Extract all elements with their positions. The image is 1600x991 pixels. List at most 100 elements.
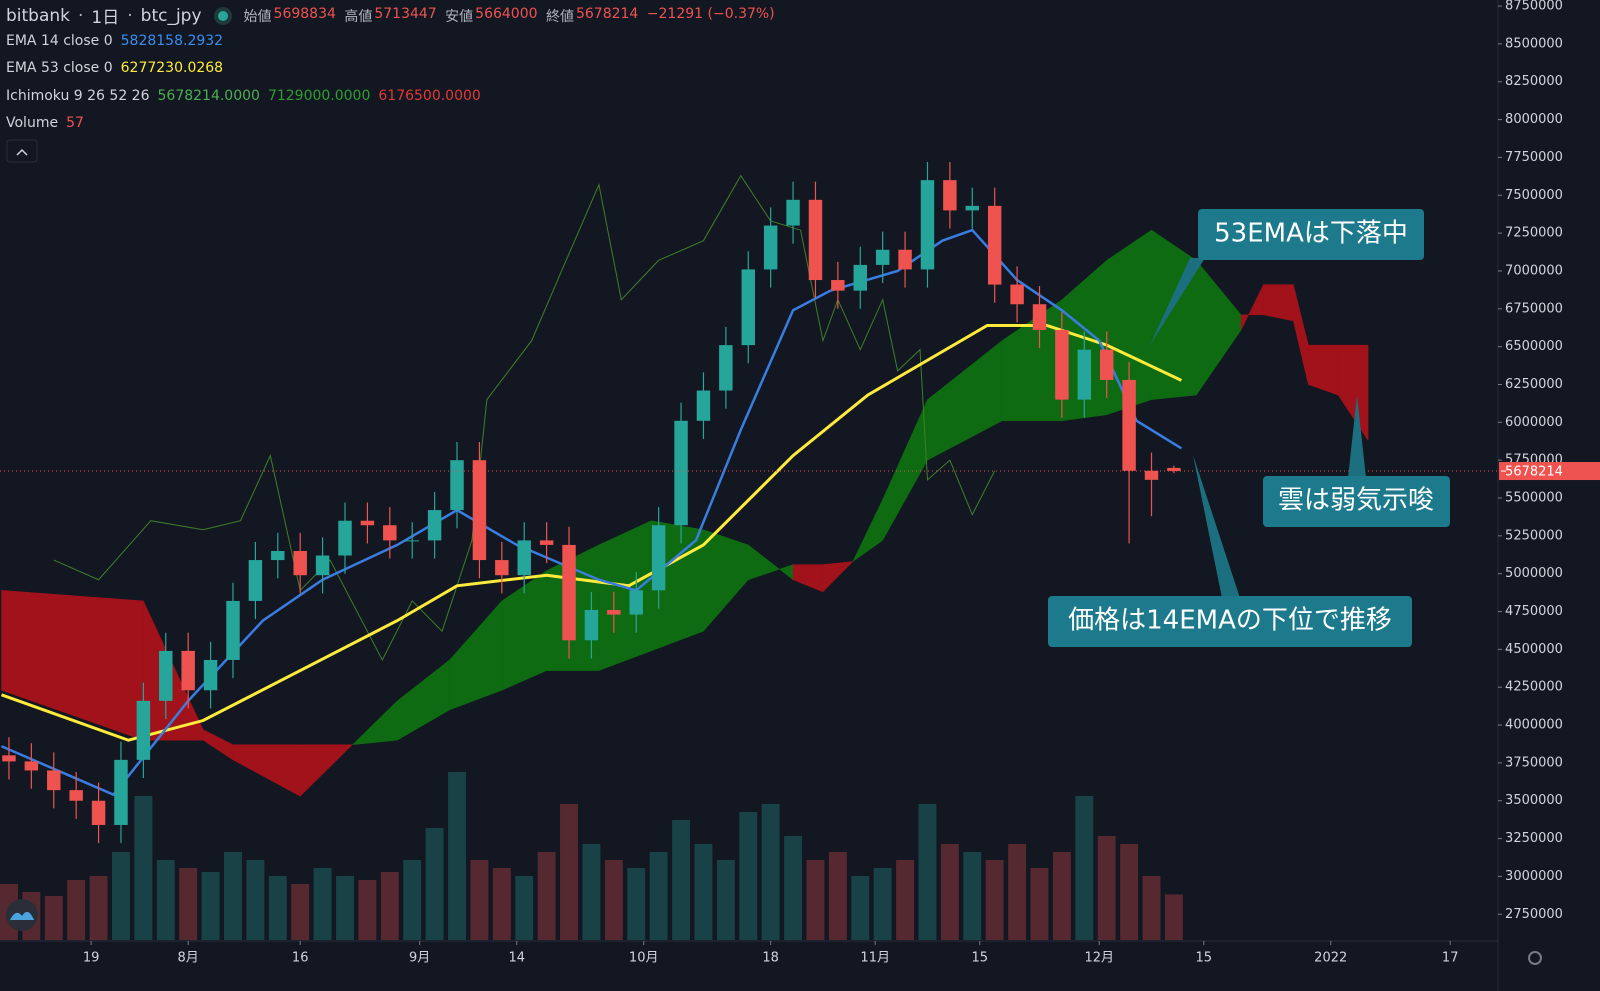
volume-layer [0,772,1183,940]
volume-bar [604,860,623,940]
x-tick-label: 15 [971,951,988,966]
candle-body [1122,379,1136,471]
x-tick-label: 15 [1196,951,1213,966]
legend-value: 5828158.2932 [120,33,224,49]
volume-bar [403,860,422,940]
low-value: 5664000 [475,5,538,22]
volume-bar [44,896,63,940]
volume-bar [694,844,713,940]
y-tick-label: 7250000 [1505,226,1563,241]
price-label: 5678214 [1505,465,1563,480]
annotation-pointer [1348,395,1366,478]
chikou-line [53,174,996,662]
annotation: 53EMAは下落中 [1150,209,1424,345]
candle-body [875,249,890,265]
close-label: 終値 [545,8,574,25]
volume-bar [806,860,825,940]
annotation-text: 価格は14EMAの下位で推移 [1068,606,1392,636]
annotation-pointer [1150,258,1205,345]
legend-value: 7129000.0000 [267,88,371,104]
legend-row: EMA 53 close 0 6277230.0268 [6,60,223,76]
x-tick-label: 10月 [629,951,659,966]
candle-body [831,280,845,291]
volume-bar [380,872,399,940]
cloud-segment [822,561,854,593]
y-tick-label: 3000000 [1505,869,1563,884]
volume-bar [582,844,601,940]
interval: 1日 [91,8,120,28]
candle-body [271,550,285,561]
y-tick-label: 6500000 [1505,339,1563,354]
volume-bar [492,868,511,940]
volume-bar [1142,876,1161,940]
x-tick-label: 8月 [178,951,199,966]
symbol-row: bitbank · 1日 · btc_jpy 始値 5698834 高値 57134… [6,3,775,29]
candle-body [853,264,867,291]
volume-bar [873,868,892,940]
logo[interactable] [6,899,38,931]
legend-row: Ichimoku 9 26 52 26 5678214.0000 7129000… [6,88,481,104]
settings-icon[interactable] [1528,951,1542,965]
y-tick-label: 7000000 [1505,263,1563,278]
candle-body [338,520,352,556]
volume-bar [1120,844,1139,940]
candle-body [91,800,106,825]
volume-bar [1052,852,1071,940]
high-value: 5713447 [374,5,437,22]
y-tick-label: 3500000 [1505,793,1563,808]
pair: btc_jpy [140,5,202,26]
candle-body [696,390,711,421]
volume-bar [224,852,242,940]
y-tick-label: 6250000 [1505,377,1563,392]
y-tick-label: 8250000 [1505,74,1563,89]
candle-body [383,525,397,541]
candle-body [495,560,509,576]
volume-bar [716,860,735,940]
volume-bar [112,852,130,940]
volume-bar [336,876,354,940]
volume-bar [918,804,937,940]
collapse-icon [16,148,28,156]
y-tick-label: 6750000 [1505,301,1563,316]
legend-value: 57 [66,115,84,131]
x-tick-label: 16 [292,951,309,966]
volume-bar [784,836,803,940]
y-tick-label: 2750000 [1505,907,1563,922]
candle-body [24,761,39,771]
x-tick-label: 11月 [860,951,890,966]
candle-body [427,510,442,541]
separator: · [78,5,84,26]
candle-body [1167,467,1181,472]
volume-bar [1164,894,1183,940]
volume-bar [537,852,556,940]
open-value: 5698834 [273,5,336,22]
volume-bar [291,884,310,940]
annotation: 価格は14EMAの下位で推移 [1048,455,1412,647]
volume-bar [67,880,86,940]
candle-body [69,790,83,801]
legend-value: 5678214.0000 [157,88,260,104]
candle-body [1032,304,1047,330]
y-tick-label: 3250000 [1505,831,1563,846]
legend-name: Volume [6,115,59,131]
legend-row: EMA 14 close 0 5828158.2932 [6,33,223,49]
candle-body [651,525,666,591]
annotation-box [1263,476,1450,527]
collapse-button[interactable] [6,139,38,163]
y-tick-label: 7750000 [1505,150,1563,165]
high-label: 高値 [344,8,373,25]
candle-body [315,555,330,576]
separator: · [127,5,133,26]
volume-bar [627,868,646,940]
x-tick-label: 14 [508,951,525,966]
volume-bar [1008,844,1027,940]
status-dot [217,10,228,21]
candle-body [517,540,531,576]
y-tick-label: 4000000 [1505,718,1563,733]
candle-layer [2,161,1181,844]
candle-body [136,700,151,760]
x-tick-label: 9月 [409,951,430,966]
legend-value: 6277230.0268 [120,60,224,76]
annotation-box [1048,596,1412,647]
